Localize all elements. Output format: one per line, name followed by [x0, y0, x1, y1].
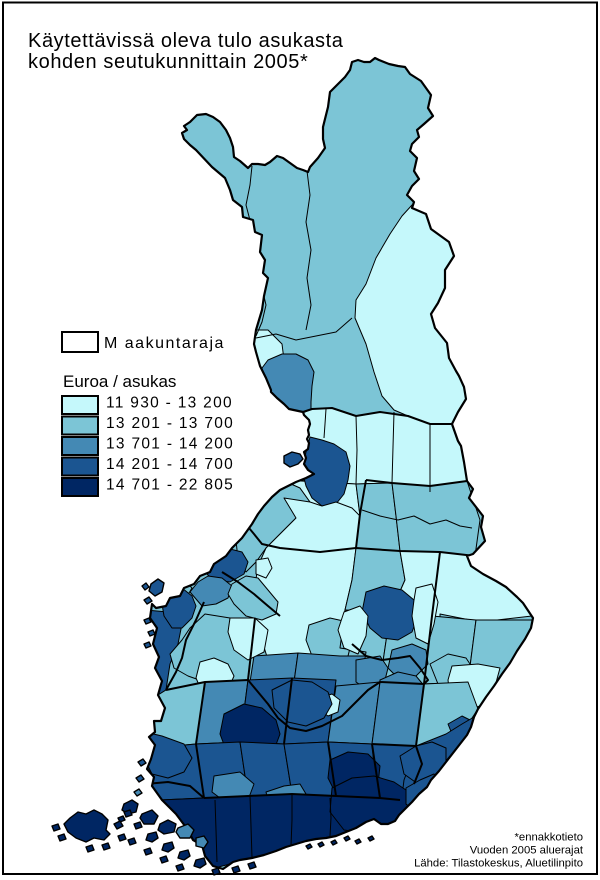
svg-text:Vuoden 2005 aluerajat: Vuoden 2005 aluerajat — [470, 845, 584, 857]
svg-text:Euroa / asukas: Euroa / asukas — [63, 372, 176, 391]
svg-text:13 701 - 14 200: 13 701 - 14 200 — [106, 436, 234, 453]
svg-text:11 930 - 13 200: 11 930 - 13 200 — [106, 395, 233, 412]
svg-text:M aakuntaraja: M aakuntaraja — [104, 335, 225, 352]
svg-text:13 201 - 13 700: 13 201 - 13 700 — [106, 415, 234, 432]
svg-text:14 701 - 22 805: 14 701 - 22 805 — [106, 477, 234, 494]
svg-text:Lähde: Tilastokeskus, Aluetili: Lähde: Tilastokeskus, Aluetilinpito — [414, 858, 583, 870]
svg-text:kohden seutukunnittain 2005*: kohden seutukunnittain 2005* — [28, 51, 308, 73]
svg-text:14 201 - 14 700: 14 201 - 14 700 — [106, 456, 234, 473]
svg-text:Käytettävissä oleva tulo asuka: Käytettävissä oleva tulo asukasta — [28, 30, 344, 52]
svg-text:*ennakkotieto: *ennakkotieto — [515, 832, 583, 844]
